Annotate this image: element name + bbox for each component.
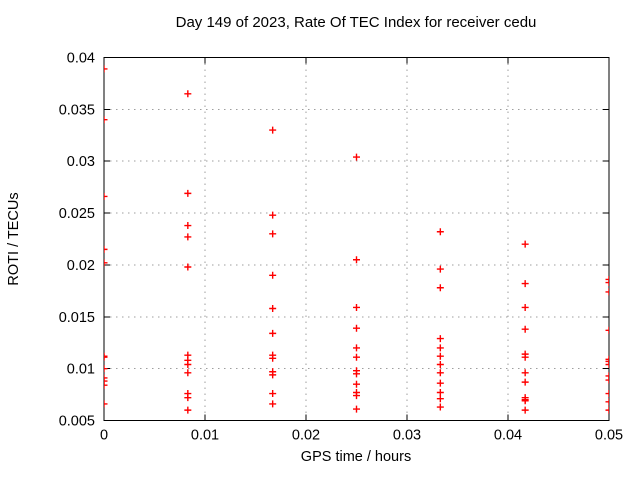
data-point-marker bbox=[353, 153, 360, 161]
data-point-marker bbox=[269, 230, 277, 238]
data-point-marker bbox=[436, 265, 444, 273]
data-point-marker bbox=[605, 275, 609, 283]
data-point-marker bbox=[521, 378, 529, 386]
data-point-marker bbox=[184, 360, 192, 368]
data-point-marker bbox=[269, 271, 277, 279]
data-point-marker bbox=[436, 228, 444, 236]
data-point-marker bbox=[104, 400, 108, 408]
data-point-marker bbox=[353, 324, 360, 332]
y-axis-label: ROTI / TECUs bbox=[6, 192, 22, 285]
data-point-marker bbox=[269, 304, 277, 312]
data-point-marker bbox=[436, 395, 444, 403]
data-point-marker bbox=[104, 65, 108, 73]
data-point-marker bbox=[605, 326, 609, 334]
data-point-marker bbox=[353, 256, 360, 264]
plot-border bbox=[103, 57, 610, 421]
data-point-marker bbox=[104, 192, 108, 200]
data-point-marker bbox=[184, 394, 192, 402]
data-point-marker bbox=[353, 303, 360, 311]
data-point-marker bbox=[436, 388, 444, 396]
data-point-marker bbox=[605, 357, 609, 365]
data-point-marker bbox=[269, 126, 277, 134]
y-tick-labels: 0.005 0.01 0.015 0.02 0.025 0.03 0.035 0.04 bbox=[59, 51, 95, 430]
y-tick-label: 0.03 bbox=[67, 154, 95, 170]
data-point-marker bbox=[436, 352, 444, 360]
y-tick-label: 0.02 bbox=[67, 258, 95, 274]
data-point-marker bbox=[269, 371, 277, 379]
data-point-marker bbox=[605, 406, 609, 414]
data-point-marker bbox=[184, 369, 192, 377]
data-point-marker bbox=[521, 303, 529, 311]
data-point-marker bbox=[184, 233, 192, 241]
data-point-marker bbox=[605, 390, 609, 398]
x-tick-label: 0.05 bbox=[595, 428, 623, 444]
data-point-marker bbox=[436, 379, 444, 387]
data-point-marker bbox=[353, 380, 360, 388]
data-point-marker bbox=[353, 344, 360, 352]
data-point-marker bbox=[436, 360, 444, 368]
y-tick-label: 0.01 bbox=[67, 362, 95, 378]
data-point-marker bbox=[605, 398, 609, 406]
data-point-marker bbox=[436, 369, 444, 377]
chart-title: Day 149 of 2023, Rate Of TEC Index for r… bbox=[176, 14, 537, 31]
x-tick-label: 0.04 bbox=[494, 428, 522, 444]
x-tick-labels: 0 0.01 0.02 0.03 0.04 0.05 bbox=[100, 428, 623, 444]
data-point-marker bbox=[269, 400, 277, 408]
y-tick-label: 0.015 bbox=[59, 310, 95, 326]
data-point-marker bbox=[353, 370, 360, 378]
data-point-marker bbox=[184, 189, 192, 197]
data-point-marker bbox=[104, 374, 108, 382]
data-point-marker bbox=[104, 381, 108, 389]
data-point-marker bbox=[521, 353, 529, 361]
y-tick-label: 0.025 bbox=[59, 206, 95, 222]
data-point-marker bbox=[104, 245, 108, 253]
data-point-marker bbox=[269, 390, 277, 398]
data-point-marker bbox=[521, 240, 529, 248]
data-point-marker bbox=[436, 284, 444, 292]
data-points bbox=[104, 65, 609, 414]
data-point-marker bbox=[104, 353, 108, 361]
data-point-marker bbox=[269, 329, 277, 337]
data-point-marker bbox=[605, 288, 609, 296]
data-point-marker bbox=[605, 376, 609, 384]
data-point-marker bbox=[184, 90, 192, 98]
data-point-marker bbox=[353, 405, 360, 413]
y-tick-label: 0.005 bbox=[59, 414, 95, 430]
data-point-marker bbox=[521, 397, 529, 405]
x-axis-label: GPS time / hours bbox=[301, 449, 411, 465]
data-point-marker bbox=[269, 354, 277, 362]
data-point-marker bbox=[605, 372, 609, 380]
x-tick-label: 0.03 bbox=[393, 428, 421, 444]
grid-lines bbox=[104, 57, 609, 421]
data-point-marker bbox=[104, 365, 108, 373]
data-point-marker bbox=[605, 355, 609, 363]
data-point-marker bbox=[605, 279, 609, 287]
data-point-marker bbox=[184, 222, 192, 230]
data-point-marker bbox=[521, 406, 529, 414]
axis-ticks bbox=[103, 57, 610, 421]
x-tick-label: 0.01 bbox=[191, 428, 219, 444]
data-point-marker bbox=[436, 344, 444, 352]
data-point-marker bbox=[436, 335, 444, 343]
data-point-marker bbox=[104, 352, 108, 360]
data-point-marker bbox=[104, 259, 108, 267]
data-point-marker bbox=[436, 403, 444, 411]
data-point-marker bbox=[353, 353, 360, 361]
data-point-marker bbox=[269, 211, 277, 219]
y-tick-label: 0.04 bbox=[67, 51, 95, 67]
y-tick-label: 0.035 bbox=[59, 102, 95, 118]
data-point-marker bbox=[605, 360, 609, 368]
data-point-marker bbox=[104, 377, 108, 385]
data-point-marker bbox=[104, 116, 108, 124]
data-point-marker bbox=[184, 263, 192, 271]
data-point-marker bbox=[521, 325, 529, 333]
data-point-marker bbox=[353, 392, 360, 400]
x-tick-label: 0.02 bbox=[292, 428, 320, 444]
data-point-marker bbox=[521, 369, 529, 377]
x-tick-label: 0 bbox=[100, 428, 108, 444]
data-point-marker bbox=[184, 406, 192, 414]
data-point-marker bbox=[521, 280, 529, 288]
